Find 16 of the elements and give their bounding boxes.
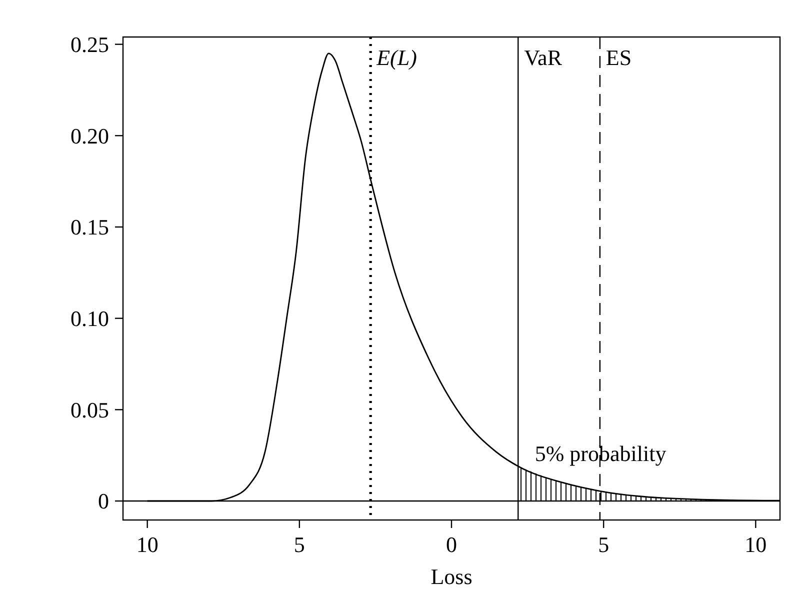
y-tick-label: 0.05 <box>70 397 109 422</box>
ref-line-label: E(L) <box>376 45 417 70</box>
y-tick-label: 0 <box>98 488 109 514</box>
x-axis-title: Loss <box>430 564 472 589</box>
x-tick-label: 5 <box>598 532 610 557</box>
y-tick-label: 0.15 <box>70 214 109 240</box>
y-tick-label: 0.10 <box>70 306 109 332</box>
x-tick-label: 10 <box>136 532 158 557</box>
y-tick-label: 0.25 <box>70 32 109 58</box>
x-tick-label: 10 <box>744 532 767 557</box>
x-tick-label: 5 <box>294 532 305 557</box>
y-tick-label: 0.20 <box>70 123 109 148</box>
ref-line-label: VaR <box>524 45 562 70</box>
annotation: 5% probability <box>534 440 666 466</box>
ref-line-label: ES <box>606 45 632 70</box>
x-tick-label: 0 <box>446 532 457 557</box>
